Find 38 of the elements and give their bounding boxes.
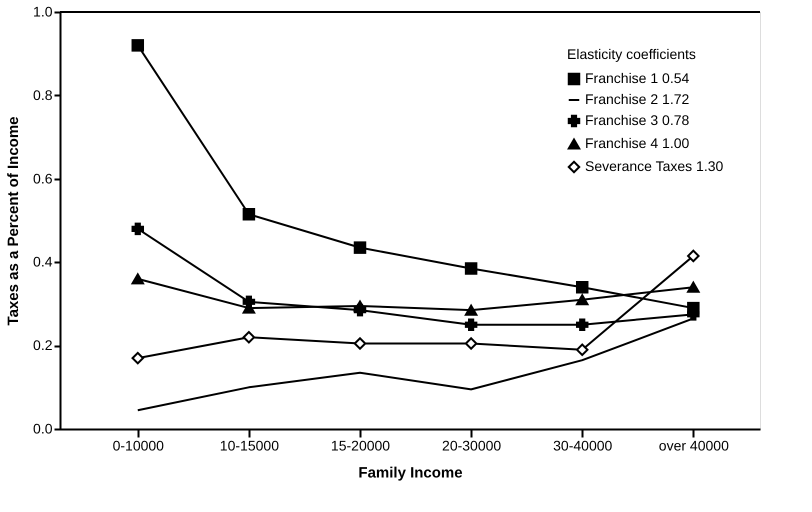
- point: [242, 208, 256, 220]
- point: [354, 337, 366, 350]
- y-tick-label: 1.0: [33, 4, 53, 20]
- point: [576, 318, 588, 331]
- legend-label: Franchise 3 0.78: [585, 112, 690, 128]
- point: [687, 282, 700, 293]
- x-tick-label: 10-15000: [220, 438, 280, 454]
- point: [464, 262, 478, 275]
- point: [464, 337, 478, 350]
- x-tick-label: 15-20000: [330, 438, 390, 454]
- x-tick-label: 30-40000: [553, 438, 613, 454]
- x-tick-label: 20-30000: [442, 438, 502, 454]
- point: [132, 352, 144, 364]
- y-tick-label: 0.0: [33, 420, 53, 436]
- point: [576, 280, 588, 294]
- point: [354, 241, 366, 254]
- point: [242, 331, 256, 344]
- x-axis-title: Family Income: [358, 464, 463, 482]
- y-tick-label: 0.8: [33, 86, 53, 103]
- x-tick-label: 0-10000: [112, 438, 164, 454]
- point: [132, 39, 144, 52]
- point: [132, 222, 144, 236]
- legend-label: Franchise 4 1.00: [585, 135, 690, 151]
- y-tick-label: 0.6: [33, 170, 53, 186]
- y-tick-label: 0.4: [33, 254, 53, 270]
- point: [576, 344, 588, 356]
- point: [464, 304, 478, 316]
- point: [576, 294, 588, 306]
- legend-label: Franchise 2 1.72: [585, 91, 690, 107]
- y-axis-title: Taxes as a Percent of Income: [5, 116, 22, 326]
- legend-label: Severance Taxes 1.30: [585, 158, 724, 174]
- legend-title: Elasticity coefficients: [567, 46, 696, 62]
- legend-label: Franchise 1 0.54: [585, 70, 690, 86]
- y-tick-label: 0.2: [33, 337, 53, 354]
- point: [132, 273, 144, 284]
- point: [464, 318, 478, 331]
- x-tick-label: over 40000: [658, 438, 730, 454]
- point: [687, 250, 700, 262]
